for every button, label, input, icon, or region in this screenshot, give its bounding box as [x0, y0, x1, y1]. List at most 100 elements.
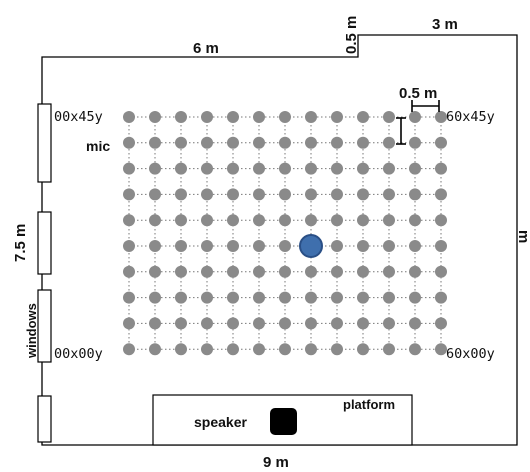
- spacing-indicator: [396, 100, 440, 145]
- mic-label: mic: [86, 138, 110, 154]
- mic-position-dot: [201, 136, 213, 149]
- mic-position-dot: [383, 214, 395, 227]
- mic-position-dot: [357, 265, 369, 278]
- mic-position-dot: [253, 111, 265, 123]
- mic-position-dot: [227, 188, 239, 201]
- window-4: [37, 395, 52, 443]
- mic-position-dot: [409, 162, 421, 175]
- corner-bottom-right: 60x00y: [446, 346, 495, 362]
- mic-position-dot: [383, 317, 395, 330]
- right-height-label: m: [515, 230, 530, 243]
- mic-position-dot: [279, 111, 291, 123]
- mic-position-dot: [123, 317, 135, 330]
- mic-position-dot: [331, 136, 343, 149]
- mic-position-dot: [123, 188, 135, 201]
- grid-lines: [128, 116, 442, 350]
- mic-position-dot: [201, 111, 213, 123]
- mic-position-dot: [253, 162, 265, 175]
- mic-position-dot: [435, 291, 447, 304]
- mic-position-dot: [435, 111, 447, 123]
- mic-position-dot: [149, 240, 161, 252]
- mic-position-dot: [149, 188, 161, 201]
- mic-position-dot: [201, 240, 213, 252]
- mic-position-dot: [279, 317, 291, 330]
- mic-position-dot: [305, 111, 317, 123]
- mic-position-dot: [175, 111, 187, 123]
- mic-position-dot: [409, 188, 421, 201]
- mic-position-dot: [383, 265, 395, 278]
- mic-position-dot: [253, 188, 265, 201]
- mic-position-dot: [123, 162, 135, 175]
- mic-position-dot: [227, 317, 239, 330]
- mic-position-dot: [331, 265, 343, 278]
- mic-position-dot: [253, 265, 265, 278]
- mic-position-dot: [279, 343, 291, 356]
- mic-position-dot: [383, 162, 395, 175]
- mic-position-dot: [253, 214, 265, 227]
- bottom-width-label: 9 m: [263, 454, 289, 471]
- mic-position-dot: [435, 188, 447, 201]
- mic-position-dot: [305, 291, 317, 304]
- mic-position-dot: [357, 111, 369, 123]
- mic-position-dot: [123, 240, 135, 252]
- mic-position-dot: [357, 343, 369, 356]
- window-2: [37, 211, 52, 275]
- mic-position-dot: [149, 317, 161, 330]
- mic-position-dot: [357, 317, 369, 330]
- mic-position-dot: [201, 214, 213, 227]
- mic-position-dot: [409, 343, 421, 356]
- mic-position-dot: [435, 240, 447, 252]
- mic-position-dot: [305, 265, 317, 278]
- mic-position-dot: [227, 162, 239, 175]
- notch-label: 0.5 m: [343, 16, 360, 54]
- mic-position-dot: [331, 162, 343, 175]
- mic-position-dot: [279, 136, 291, 149]
- corner-bottom-left: 00x00y: [54, 346, 103, 362]
- mic-position-dot: [409, 291, 421, 304]
- mic-position-dot: [227, 240, 239, 252]
- mic-position-dot: [383, 136, 395, 149]
- platform-label: platform: [343, 397, 395, 412]
- mic-position-dot: [435, 343, 447, 356]
- mic-position-dot: [409, 240, 421, 252]
- mic-position-dot: [175, 291, 187, 304]
- mic-position-dot: [227, 111, 239, 123]
- mic-position-dot: [331, 188, 343, 201]
- mic-position-dot: [279, 162, 291, 175]
- mic-position-dot: [175, 317, 187, 330]
- mic-position-dot: [227, 214, 239, 227]
- mic-position-dot: [331, 111, 343, 123]
- mic-position-dot: [123, 343, 135, 356]
- mic-position-dot: [149, 265, 161, 278]
- mic-position-dot: [227, 265, 239, 278]
- mic-position-dot: [331, 214, 343, 227]
- mic-position-dot: [201, 265, 213, 278]
- mic-position-dot: [383, 343, 395, 356]
- corner-top-left: 00x45y: [54, 109, 103, 125]
- window-3: [37, 289, 52, 363]
- mic-position-dot: [279, 188, 291, 201]
- top-right-label: 3 m: [432, 16, 458, 33]
- mic-position-dot: [123, 291, 135, 304]
- speaker-icon: [270, 408, 297, 435]
- mic-position-dot: [149, 162, 161, 175]
- corner-top-right: 60x45y: [446, 109, 495, 125]
- left-height-label: 7.5 m: [12, 224, 29, 262]
- mic-position-dot: [435, 136, 447, 149]
- mic-position-dot: [357, 240, 369, 252]
- mic-position-dot: [305, 214, 317, 227]
- mic-position-dot: [279, 291, 291, 304]
- mic-position-dot: [149, 343, 161, 356]
- mic-position-dot: [149, 214, 161, 227]
- mic-position-dot: [201, 317, 213, 330]
- mic-position-dot: [227, 291, 239, 304]
- mic-position-dot: [227, 136, 239, 149]
- mic-position-dot: [201, 343, 213, 356]
- room-wall: [41, 34, 518, 446]
- window-1: [37, 103, 52, 183]
- mic-position-dot: [435, 214, 447, 227]
- mic-position-dot: [175, 343, 187, 356]
- mic-position-dot: [149, 111, 161, 123]
- mic-position-dot: [357, 291, 369, 304]
